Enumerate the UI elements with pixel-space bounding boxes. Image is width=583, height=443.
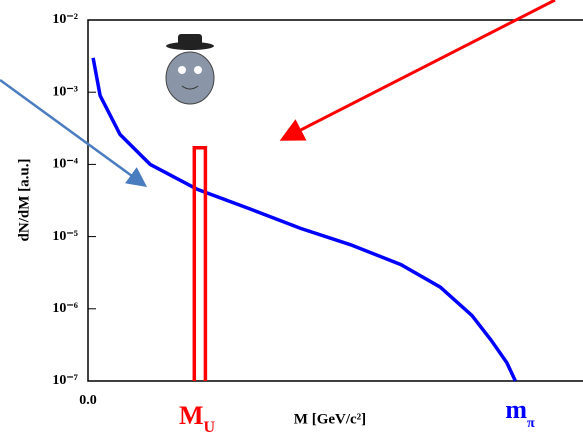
x-tick-label: 0.0 bbox=[79, 393, 97, 408]
x-axis-label: M [GeV/c²] bbox=[294, 411, 366, 427]
series-line bbox=[192, 146, 208, 381]
plot-frame bbox=[87, 19, 583, 382]
y-tick-label: 10⁻² bbox=[52, 12, 78, 27]
cartoon bbox=[165, 34, 215, 105]
y-tick-label: 10⁻³ bbox=[52, 84, 78, 99]
series-line bbox=[91, 57, 517, 382]
annotation: mπ bbox=[505, 395, 535, 431]
arrow bbox=[279, 0, 556, 141]
y-tick-label: 10⁻⁴ bbox=[52, 157, 78, 172]
y-axis-label: dN/dM [a.u.] bbox=[16, 159, 32, 242]
annotation: MU bbox=[179, 401, 216, 436]
y-tick-label: 10⁻⁵ bbox=[52, 229, 78, 244]
y-tick-label: 10⁻⁶ bbox=[52, 301, 78, 316]
arrow bbox=[0, 78, 148, 187]
y-tick-label: 10⁻⁷ bbox=[52, 373, 78, 388]
